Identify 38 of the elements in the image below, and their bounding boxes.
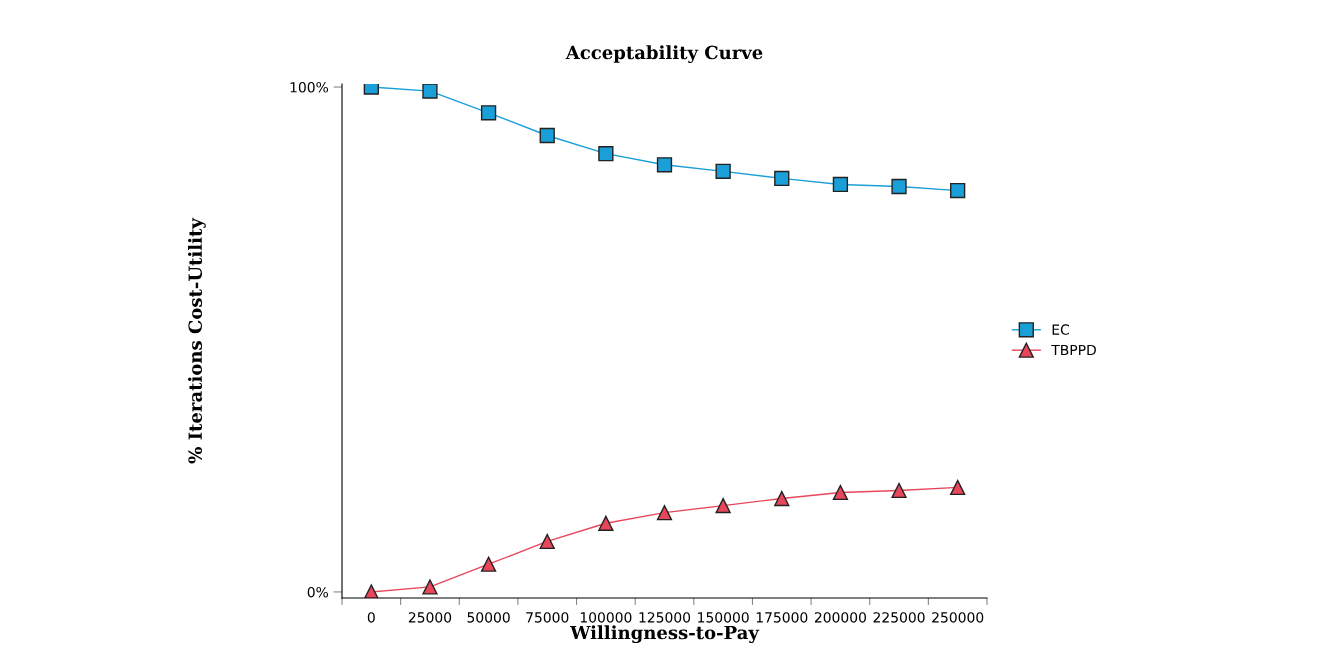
x-tick-label: 75000 (526, 612, 569, 623)
point (715, 163, 731, 179)
point (656, 505, 673, 521)
x-tick-label: 25000 (408, 612, 452, 623)
point (539, 127, 555, 144)
x-axis-title: Willingness-to-Pay (569, 625, 760, 644)
x-tick-label: 175000 (756, 612, 808, 623)
y-axis-title: % Iterations Cost-Utility (188, 217, 206, 464)
point (422, 579, 438, 595)
point (422, 84, 438, 99)
y-tick-label: 0% (307, 586, 329, 598)
point (891, 178, 907, 195)
x-tick-label: 250000 (932, 612, 984, 623)
x-tick-label: 225000 (873, 612, 925, 623)
point (598, 146, 614, 162)
point (656, 157, 673, 173)
x-tick-label: 0 (367, 612, 375, 623)
point (832, 176, 849, 193)
legend-label: TBPPD (1051, 344, 1096, 356)
chart-title: Acceptability Curve (565, 45, 763, 64)
point (832, 484, 849, 501)
point (480, 105, 497, 121)
point (774, 170, 790, 187)
x-tick-label: 125000 (639, 612, 691, 623)
x-tick-label: 100000 (580, 612, 632, 623)
point (715, 497, 731, 514)
point (891, 482, 907, 499)
x-tick-label: 150000 (698, 612, 749, 623)
point (480, 556, 497, 572)
legend-label: EC (1052, 324, 1070, 335)
point (950, 479, 966, 496)
point (950, 182, 966, 199)
x-tick-label: 50000 (467, 612, 510, 623)
point (598, 515, 614, 531)
x-tick-label: 200000 (814, 612, 866, 623)
point (539, 533, 555, 550)
y-tick-label: 100% (290, 82, 329, 93)
point (774, 490, 790, 507)
